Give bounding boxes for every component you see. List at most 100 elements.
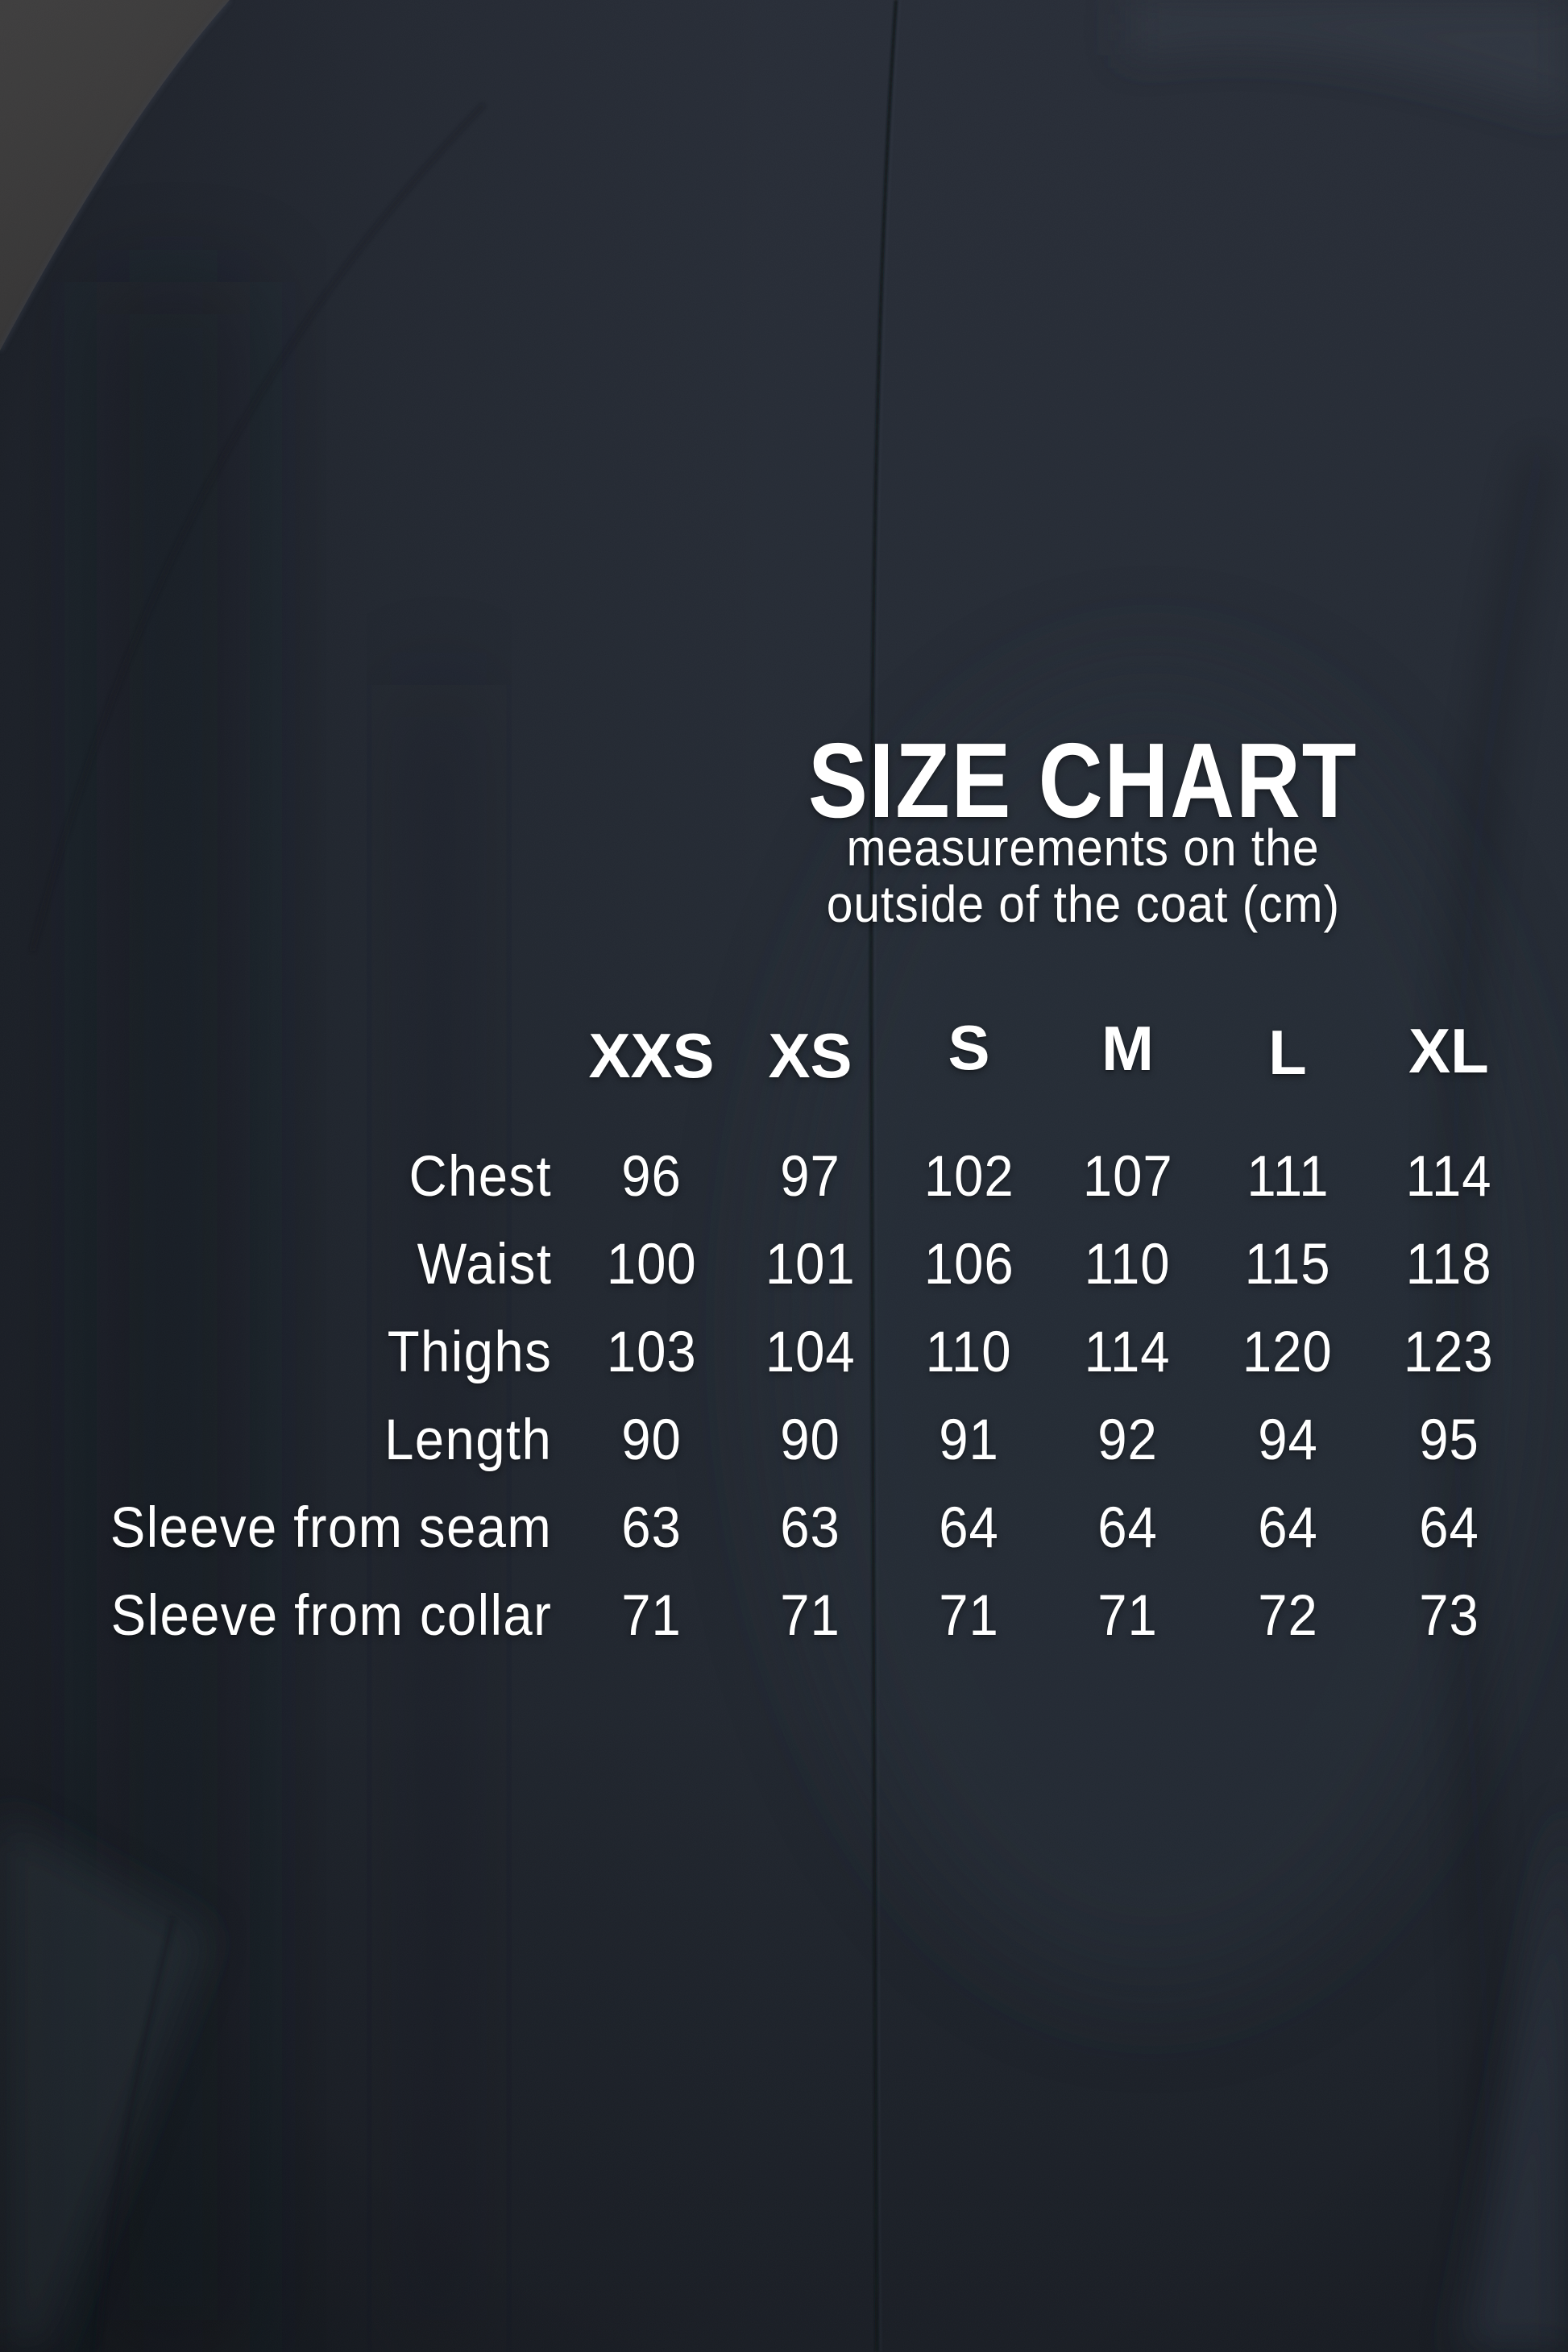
cell-value: 97 [731, 1144, 890, 1209]
table-row: Sleeve from collar 71 71 71 71 72 73 [40, 1572, 1529, 1660]
size-chart-subtitle: measurements on the outside of the coat … [599, 819, 1566, 932]
cell-value-text: 71 [780, 1584, 840, 1648]
cell-value-text: 118 [1405, 1233, 1492, 1296]
cell-value: 101 [731, 1232, 890, 1297]
subtitle-line-2: outside of the coat (cm) [826, 875, 1340, 933]
cell-value-text: 97 [780, 1145, 840, 1209]
cell-value-text: 100 [606, 1233, 697, 1296]
cell-value-text: 95 [1418, 1408, 1479, 1472]
cell-value: 90 [731, 1408, 890, 1473]
subtitle-line-1: measurements on the [846, 819, 1320, 877]
cell-value: 64 [1368, 1495, 1529, 1561]
cell-value: 123 [1368, 1320, 1529, 1385]
cell-value-text: 71 [1097, 1584, 1158, 1648]
cell-value: 71 [1048, 1583, 1207, 1649]
size-chart-title-text: SIZE CHART [807, 721, 1359, 840]
size-column-header-s: S [890, 1012, 1048, 1093]
cell-value-text: 71 [621, 1584, 682, 1648]
cell-value-text: 123 [1404, 1321, 1494, 1384]
cell-value: 71 [731, 1583, 890, 1649]
row-label: Thighs [40, 1320, 572, 1385]
cell-value-text: 91 [939, 1408, 999, 1472]
cell-value-text: 96 [621, 1145, 682, 1209]
cell-value: 91 [890, 1408, 1048, 1473]
cell-value: 71 [890, 1583, 1048, 1649]
row-label: Waist [40, 1232, 572, 1297]
cell-value-text: 64 [939, 1496, 999, 1560]
cell-value: 96 [572, 1144, 731, 1209]
table-row: Length 90 90 91 92 94 95 [40, 1396, 1529, 1484]
row-label-text: Sleeve from seam [110, 1496, 552, 1560]
cell-value-text: 94 [1257, 1408, 1318, 1472]
cell-value: 90 [572, 1408, 731, 1473]
cell-value: 63 [572, 1495, 731, 1561]
row-label: Sleeve from collar [40, 1583, 572, 1649]
cell-value-text: 110 [926, 1321, 1012, 1384]
cell-value-text: 63 [621, 1496, 682, 1560]
cell-value: 110 [890, 1320, 1048, 1385]
cell-value: 64 [1207, 1495, 1368, 1561]
cell-value: 64 [890, 1495, 1048, 1561]
cell-value: 64 [1048, 1495, 1207, 1561]
row-label-text: Chest [409, 1145, 552, 1209]
cell-value: 103 [572, 1320, 731, 1385]
cell-value: 114 [1368, 1144, 1529, 1209]
table-row: Thighs 103 104 110 114 120 123 [40, 1309, 1529, 1396]
size-column-header-xxs: XXS [572, 1019, 731, 1093]
size-column-header-m: M [1048, 1013, 1207, 1093]
size-column-header-text: S [948, 1012, 990, 1083]
cell-value-text: 90 [621, 1408, 682, 1472]
row-label-text: Waist [417, 1233, 552, 1296]
cell-value-text: 101 [765, 1233, 856, 1296]
cell-value: 114 [1048, 1320, 1207, 1385]
cell-value: 73 [1368, 1583, 1529, 1649]
cell-value: 63 [731, 1495, 890, 1561]
cell-value-text: 115 [1244, 1233, 1331, 1296]
cell-value-text: 111 [1246, 1145, 1329, 1209]
cell-value-text: 114 [1405, 1145, 1492, 1209]
cell-value: 110 [1048, 1232, 1207, 1297]
cell-value-text: 92 [1097, 1408, 1158, 1472]
cell-value-text: 110 [1085, 1233, 1171, 1296]
cell-value: 94 [1207, 1408, 1368, 1473]
size-column-header-text: XXS [588, 1020, 715, 1091]
row-label-text: Length [384, 1408, 552, 1472]
size-table-header-row: XXS XS S M L XL [40, 1012, 1529, 1100]
size-chart-title: SIZE CHART [599, 728, 1566, 834]
size-column-header-xs: XS [731, 1019, 890, 1093]
cell-value: 115 [1207, 1232, 1368, 1297]
cell-value-text: 102 [923, 1145, 1014, 1209]
table-row: Sleeve from seam 63 63 64 64 64 64 [40, 1484, 1529, 1572]
cell-value: 118 [1368, 1232, 1529, 1297]
size-column-header-text: M [1101, 1013, 1154, 1084]
cell-value: 106 [890, 1232, 1048, 1297]
size-column-header-xl: XL [1368, 1015, 1529, 1093]
cell-value: 100 [572, 1232, 731, 1297]
row-label: Sleeve from seam [40, 1495, 572, 1561]
cell-value: 111 [1207, 1144, 1368, 1209]
row-label: Length [40, 1408, 572, 1473]
size-column-header-text: XS [768, 1020, 852, 1091]
size-column-header-text: XL [1408, 1015, 1489, 1086]
cell-value: 71 [572, 1583, 731, 1649]
cell-value-text: 64 [1257, 1496, 1318, 1560]
cell-value-text: 114 [1085, 1321, 1171, 1384]
row-label-text: Thighs [387, 1321, 552, 1384]
cell-value-text: 64 [1418, 1496, 1479, 1560]
cell-value-text: 73 [1418, 1584, 1479, 1648]
cell-value: 95 [1368, 1408, 1529, 1473]
row-label-text: Sleeve from collar [110, 1584, 552, 1648]
cell-value: 72 [1207, 1583, 1368, 1649]
cell-value-text: 120 [1242, 1321, 1333, 1384]
size-column-header-l: L [1207, 1017, 1368, 1093]
cell-value: 104 [731, 1320, 890, 1385]
cell-value-text: 64 [1097, 1496, 1158, 1560]
cell-value: 107 [1048, 1144, 1207, 1209]
cell-value-text: 90 [780, 1408, 840, 1472]
cell-value: 102 [890, 1144, 1048, 1209]
cell-value-text: 106 [923, 1233, 1014, 1296]
table-row: Chest 96 97 102 107 111 114 [40, 1133, 1529, 1221]
